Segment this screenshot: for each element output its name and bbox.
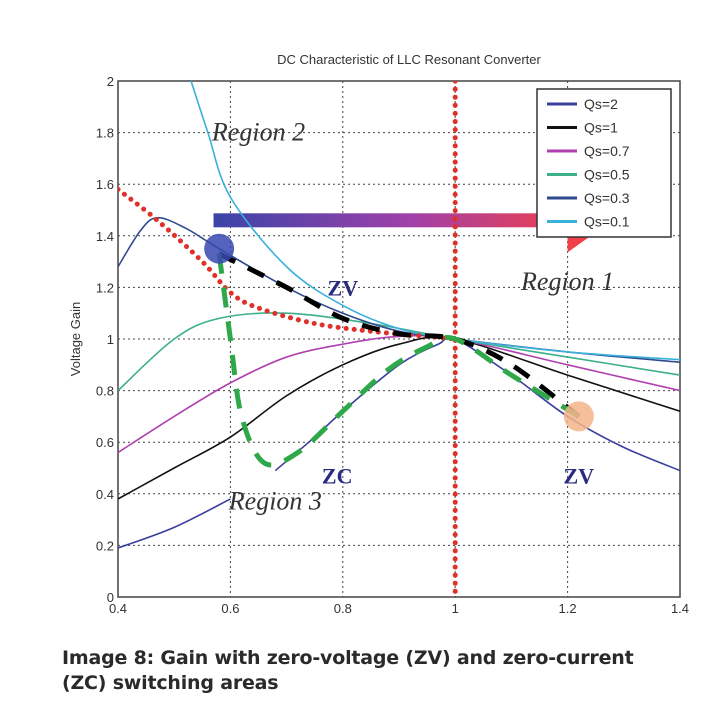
series-line-qs-0-7 bbox=[118, 334, 680, 454]
y-tick-label: 1.8 bbox=[96, 126, 114, 141]
x-tick-label: 1.2 bbox=[559, 601, 577, 616]
legend-entry: Qs=0.3 bbox=[584, 190, 630, 206]
series-line-qs-1 bbox=[118, 336, 680, 500]
annotation-zc: ZC bbox=[322, 464, 353, 489]
annotation-zv: ZV bbox=[564, 464, 595, 489]
y-tick-label: 1 bbox=[107, 332, 114, 347]
figure-caption: Image 8: Gain with zero-voltage (ZV) and… bbox=[62, 647, 634, 694]
x-tick-label: 1.4 bbox=[671, 601, 689, 616]
operating-point-marker bbox=[563, 401, 594, 432]
annotation-region-3: Region 3 bbox=[228, 487, 322, 516]
y-tick-label: 1.4 bbox=[96, 229, 114, 244]
legend-box bbox=[536, 88, 672, 238]
red-dotted-boundary bbox=[118, 186, 458, 342]
annotation-region-2: Region 2 bbox=[211, 118, 305, 147]
annotation-region-1: Region 1 bbox=[520, 267, 614, 296]
y-tick-label: 1.2 bbox=[96, 280, 114, 295]
y-tick-label: 2 bbox=[107, 74, 114, 89]
y-tick-label: 0.8 bbox=[96, 384, 114, 399]
y-tick-label: 0 bbox=[107, 590, 114, 605]
y-tick-label: 0.6 bbox=[96, 435, 114, 450]
legend-entry: Qs=0.1 bbox=[584, 214, 630, 230]
y-tick-label: 0.2 bbox=[96, 538, 114, 553]
legend-entry: Qs=2 bbox=[584, 96, 618, 112]
chart-title: DC Characteristic of LLC Resonant Conver… bbox=[277, 52, 541, 67]
series-line-qs-0-5 bbox=[118, 312, 680, 392]
legend-entry: Qs=1 bbox=[584, 120, 618, 136]
y-tick-label: 0.4 bbox=[96, 487, 114, 502]
annotation-zv: ZV bbox=[328, 275, 359, 300]
legend-entry: Qs=0.5 bbox=[584, 167, 630, 183]
series-line-qs-0-1 bbox=[190, 81, 680, 361]
direction-arrow-shaft bbox=[213, 213, 573, 228]
green-dashed-zc-boundary bbox=[216, 253, 581, 468]
black-dashed-zv-boundary bbox=[218, 251, 581, 419]
y-tick-label: 1.6 bbox=[96, 177, 114, 192]
x-tick-label: 1 bbox=[452, 601, 459, 616]
plot-frame bbox=[117, 80, 681, 598]
legend-entry: Qs=0.7 bbox=[584, 143, 630, 159]
llc-gain-chart: DC Characteristic of LLC Resonant Conver… bbox=[68, 52, 689, 616]
y-axis-label: Voltage Gain bbox=[68, 302, 83, 376]
x-tick-label: 0.8 bbox=[334, 601, 352, 616]
operating-point-marker bbox=[204, 233, 235, 264]
x-tick-label: 0.4 bbox=[109, 601, 127, 616]
x-tick-label: 0.6 bbox=[221, 601, 239, 616]
